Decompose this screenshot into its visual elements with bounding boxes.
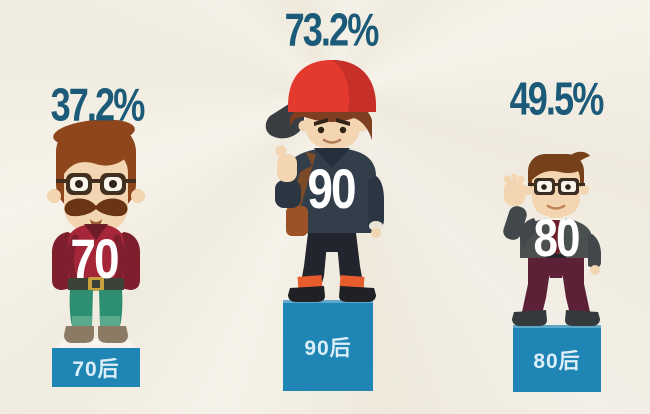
percent-label-70s: 37.2% xyxy=(50,80,146,132)
pedestal-80s: 80后 xyxy=(513,325,601,392)
figure-90s-youth-illustration: 90 xyxy=(265,60,384,302)
pedestal-top-70s xyxy=(54,338,138,349)
percent-label-90s: 73.2% xyxy=(284,5,380,57)
pedestal-90s: 90后 xyxy=(283,300,373,391)
percent-label-80s: 49.5% xyxy=(509,74,605,126)
figure-number-90: 90 xyxy=(307,158,355,220)
pedestal-70s: 70后 xyxy=(52,348,140,387)
figure-80s-businessman-illustration: 80 xyxy=(503,151,601,326)
figure-70s-hipster-illustration: 70 xyxy=(47,120,145,343)
pedestal-label-90s: 90后 xyxy=(304,337,352,360)
pedestal-label-80s: 80后 xyxy=(533,350,581,373)
pedestal-label-70s: 70后 xyxy=(72,357,120,381)
figure-number-70: 70 xyxy=(70,228,118,290)
figure-number-80: 80 xyxy=(534,209,580,268)
